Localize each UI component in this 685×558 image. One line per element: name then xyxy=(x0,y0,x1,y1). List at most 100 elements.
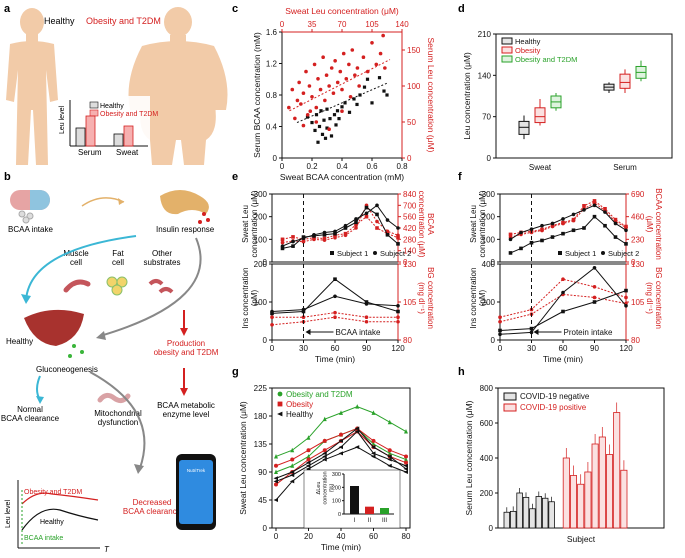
panel-label-f: f xyxy=(458,171,462,183)
e-leu-s2-marker-4 xyxy=(322,230,327,235)
arrow-head-production xyxy=(180,328,188,336)
g-inset-bar-0 xyxy=(350,486,359,514)
e-leu-s1-marker-4 xyxy=(322,233,327,237)
f-leu-s1-marker-8 xyxy=(592,214,597,219)
d-ytick-label-0: 0 xyxy=(487,154,492,163)
e-ins-s2-marker-4 xyxy=(396,309,400,314)
c-point-leu-17 xyxy=(324,73,329,77)
g-series-0-marker-0 xyxy=(274,453,278,459)
h-bar-pos-8 xyxy=(620,469,628,529)
mini-legend-obesity: Obesity and T2DM xyxy=(100,111,158,118)
f-top-rtick-label-0: 0 xyxy=(631,258,636,267)
c-top-xtick-label-2: 70 xyxy=(338,20,347,29)
c-top-xtick-label-3: 105 xyxy=(365,20,379,29)
c-point-bcaa-3 xyxy=(314,113,319,117)
g-series-1-marker-7 xyxy=(387,450,392,456)
g-series-5-marker-6 xyxy=(371,451,376,456)
e-legend-s2-marker xyxy=(373,251,377,255)
g-series-3-marker-8 xyxy=(404,460,408,465)
e-leu-s1-marker-1 xyxy=(291,244,295,248)
g-series-1-marker-2 xyxy=(306,453,311,459)
g-series-0-marker-7 xyxy=(387,419,392,425)
chart-d: 0 70 140 210 Leu concentration (μM) Sweat Seru… xyxy=(462,30,673,172)
e-bg-s2-marker-4 xyxy=(396,319,400,324)
g-legend-marker-2 xyxy=(277,411,283,417)
c-point-bcaa-12 xyxy=(332,113,337,117)
h-ytick-label-4: 800 xyxy=(480,384,494,393)
c-right-label-3: 150 xyxy=(407,46,421,55)
e-bcaa-s2-marker-7 xyxy=(354,226,358,230)
mini-legend-obesity-swatch xyxy=(89,109,99,117)
f-leu-s1-marker-3 xyxy=(540,238,544,243)
e-bcaa-s1-marker-11 xyxy=(396,235,400,240)
c-ylabel: Serum BCAA concentration (mM) xyxy=(252,32,262,158)
g-series-3-marker-3 xyxy=(322,448,327,453)
g-inset-bar-1 xyxy=(365,506,374,514)
c-point-leu-14 xyxy=(318,87,323,92)
c-point-leu-10 xyxy=(310,95,314,99)
e-ins-s2-marker-3 xyxy=(364,300,369,304)
e-leu-s2-marker-0 xyxy=(280,244,285,248)
h-ytick-label-0: 0 xyxy=(489,524,494,533)
g-series-0-marker-3 xyxy=(322,416,327,422)
g-series-4-marker-0 xyxy=(273,498,278,502)
e-bcaa-s2-marker-2 xyxy=(301,239,306,244)
g-ytick-label-2: 90 xyxy=(258,468,267,477)
d-frame xyxy=(495,33,673,159)
e-leu-s2-marker-5 xyxy=(333,229,337,234)
capsule-icon xyxy=(10,190,50,224)
c-ytick-label-0: 0 xyxy=(273,154,278,163)
e-leu-s2-marker-8 xyxy=(364,211,369,216)
c-point-bcaa-22 xyxy=(362,85,367,89)
f-top-ytick-label-3: 300 xyxy=(482,190,496,199)
e-bot-ylabel: Ins concentration(pM) xyxy=(241,268,259,329)
g-series-6-marker-8 xyxy=(403,466,408,471)
f-bcaa-s2-marker-5 xyxy=(561,221,565,226)
panel-a: Healthy Obesity and T2DM Leu level Healt… xyxy=(6,7,228,165)
g-series-0-marker-6 xyxy=(371,410,376,415)
e-bcaa-s1-marker-9 xyxy=(375,226,379,230)
c-point-bcaa-18 xyxy=(347,110,352,114)
mini-cat-sweat: Sweat xyxy=(116,148,139,157)
e-ins-s1-marker-4 xyxy=(396,304,400,308)
mini-cat-serum: Serum xyxy=(78,148,102,157)
h-bar-pos-1 xyxy=(570,475,578,529)
c-point-leu-24 xyxy=(340,87,344,92)
g-ytick-label-5: 225 xyxy=(254,384,268,393)
h-bar-pos-2 xyxy=(577,483,585,529)
chart-g: 0 45 90 135 180 225 0 20 40 60 80 Time (min) Sweat L… xyxy=(238,384,411,552)
e-ins-s2-marker-1 xyxy=(301,309,306,314)
c-point-bcaa-5 xyxy=(319,109,323,113)
healthy-path-label: Healthy xyxy=(6,337,33,346)
d-legend-swatch-1 xyxy=(501,46,513,54)
f-bcaa-s2-marker-8 xyxy=(592,201,597,205)
e-leu-s2-marker-3 xyxy=(312,233,316,237)
g-series-5-marker-1 xyxy=(289,473,295,478)
fat-cell-icon xyxy=(106,276,128,296)
f-leu-s1-marker-2 xyxy=(529,240,534,245)
c-point-leu-11 xyxy=(312,62,317,67)
e-leu-s1-marker-6 xyxy=(343,226,348,230)
mini-legend-healthy: Healthy xyxy=(100,103,124,110)
decreased-label: Decreased BCAA clearance xyxy=(123,498,182,516)
c-top-xtick-label-4: 140 xyxy=(395,20,409,29)
c-top-xtick-label-0: 0 xyxy=(280,20,285,29)
g-series-4-marker-3 xyxy=(322,457,327,462)
g-inset-bar-2 xyxy=(380,508,389,514)
mini-line-healthy xyxy=(21,508,99,531)
e-top-ytick-label-0: 0 xyxy=(263,258,268,267)
g-series-4-marker-7 xyxy=(387,463,392,468)
c-point-bcaa-8 xyxy=(325,126,329,130)
c-point-leu-12 xyxy=(314,105,319,110)
f-top-ytick-label-2: 200 xyxy=(482,213,496,222)
f-bg-s1-line xyxy=(499,278,627,318)
e-bcaa-s1-marker-8 xyxy=(364,214,369,219)
d-ylabel: Leu concentration (μM) xyxy=(462,52,472,140)
g-inset-ylabel-3: 300 xyxy=(332,472,341,478)
f-top-ytick-label-1: 100 xyxy=(482,235,496,244)
g-series-5-marker-4 xyxy=(338,445,343,450)
c-point-bcaa-26 xyxy=(382,89,386,93)
f-bg-s2-marker-3 xyxy=(592,295,597,300)
e-top-ytick-label-3: 300 xyxy=(254,190,268,199)
